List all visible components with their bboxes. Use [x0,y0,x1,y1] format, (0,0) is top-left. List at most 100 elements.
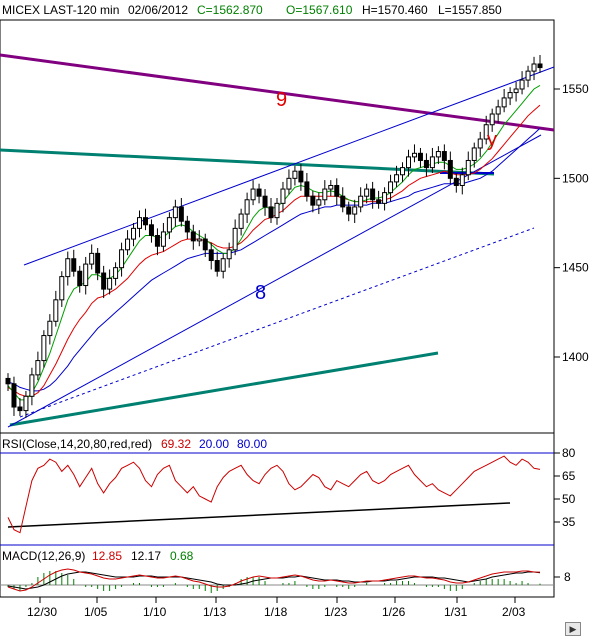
price-panel [0,19,555,434]
candle-body [256,188,262,197]
candle-body [17,406,23,412]
candle-body [447,159,453,179]
candle-body [89,252,95,265]
candle-body [477,138,483,149]
candle-body [178,206,184,222]
ma-slow-line [7,127,541,392]
candle-body [453,177,459,186]
candle-body [220,258,226,272]
candle-body [250,188,256,201]
candle-body [459,174,465,186]
candle-body [471,147,477,161]
candle-body [71,258,77,272]
candle-body [202,238,208,251]
candle-body [352,206,358,215]
x-tick-label: 12/30 [27,605,57,619]
rsi-label: RSI(Close,14,20,80,red,red) [2,437,152,451]
ma-mid-line [7,104,541,397]
rsi-low-level: 20.00 [199,437,229,451]
candle-body [376,199,382,204]
candle-body [41,335,47,362]
ma-fast-line [7,84,541,401]
y-tick-label: 1450 [562,261,589,275]
wave-8-label: 8 [255,282,266,304]
candle-body [346,206,352,215]
candle-body [59,276,65,301]
macd-line [7,568,541,592]
candle-body [358,195,364,208]
rsi-line [7,455,541,534]
candle-body [23,395,29,412]
candle-body [53,299,59,322]
candle-body [35,360,41,376]
candle-body [435,151,441,158]
channel-mid-dashed [19,227,535,418]
candle-body [513,88,519,94]
candle-body [154,235,160,247]
teal-trendline-lower [9,351,439,427]
candle-body [95,252,101,274]
rsi-tick-label: 35 [562,515,576,529]
candle-body [304,181,310,197]
candle-body [119,249,125,269]
candle-body [394,174,400,183]
candle-body [364,188,370,197]
candle-body [148,224,154,237]
candle-body [29,374,35,397]
wave-y-label: y [487,129,497,151]
candle-body [107,277,113,290]
candle-body [531,63,537,72]
candle-body [328,184,334,190]
rsi-high-level: 80.00 [237,437,267,451]
macd-tick-label: 8 [564,570,571,584]
candle-body [142,217,148,226]
macd-value: 12.85 [92,549,122,563]
x-tick-label: 1/10 [143,605,167,619]
candle-body [340,195,346,208]
candle-body [483,124,489,140]
candle-body [274,202,280,219]
macd-signal-value: 12.17 [131,549,161,563]
candle-body [11,383,17,408]
macd-label: MACD(12,26,9) [2,549,85,563]
candle-body [125,238,131,251]
candle-body [268,206,274,219]
candle-body [5,377,11,385]
y-tick-label: 1500 [562,171,589,185]
purple-trendline [0,53,555,132]
candle-body [388,181,394,194]
macd-header: MACD(12,26,9) 12.85 12.17 0.68 [2,549,194,563]
rsi-tick-label: 50 [562,492,576,506]
y-tick-label: 1400 [562,350,589,364]
x-tick-label: 1/05 [84,605,108,619]
candle-body [441,151,447,161]
macd-hist-value: 0.68 [170,549,194,563]
candle-body [382,192,388,204]
candle-body [525,70,531,81]
candle-body [537,63,543,69]
channel-upper [23,66,555,266]
candle-body [400,167,406,176]
candle-body [507,92,513,99]
scroll-right-icon[interactable]: ▶ [565,622,581,636]
candle-body [166,217,172,233]
x-tick-label: 1/23 [324,605,348,619]
candle-body [131,227,137,240]
candle-body [334,184,340,197]
candle-body [196,238,202,242]
teal-trendline-upper [0,148,495,176]
candle-body [160,231,166,247]
close-label: C=1562.870 [197,3,263,17]
rsi-value: 69.32 [161,437,191,451]
candle-body [322,188,328,201]
candle-body [489,113,495,126]
candle-body [83,263,89,287]
candle-body [495,106,501,115]
price-header: MICEX LAST-120 min 02/06/2012 C=1562.870… [2,3,502,17]
candle-body [370,188,376,201]
date-label: 02/06/2012 [128,3,188,17]
rsi-header: RSI(Close,14,20,80,red,red) 69.32 20.00 … [2,437,267,451]
candle-body [417,152,423,161]
candle-body [137,217,143,229]
